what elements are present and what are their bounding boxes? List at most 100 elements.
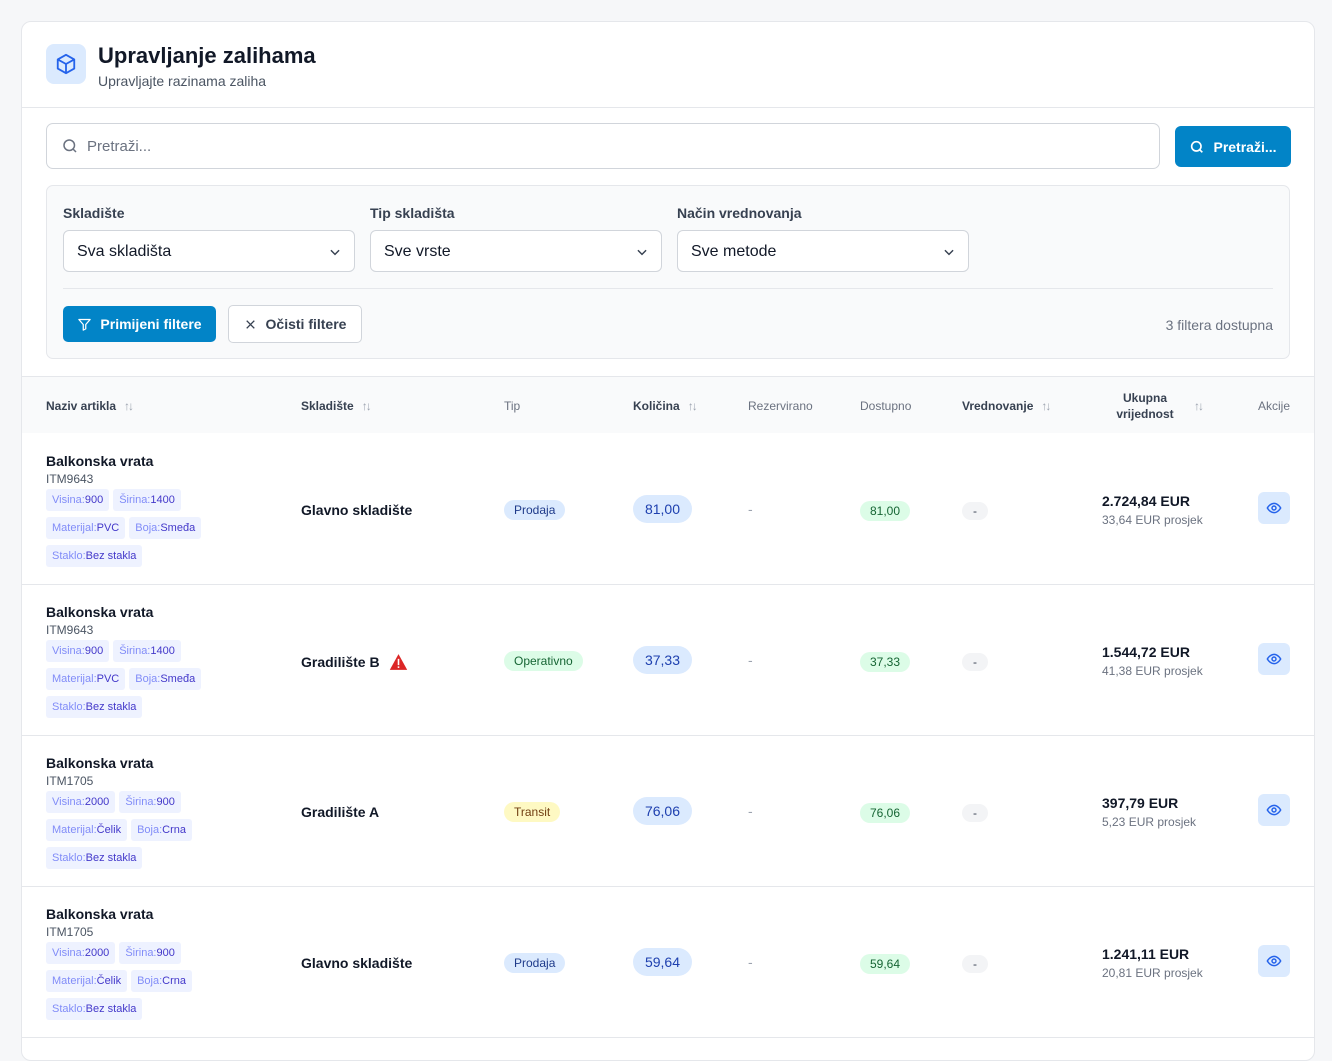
reserved-value: - (748, 652, 753, 668)
valuation-badge: - (962, 804, 988, 822)
table-row: Balkonska vrata ITM1705 Visina:2000 Širin… (22, 887, 1314, 1038)
average-value: 41,38 EUR prosjek (1102, 664, 1203, 678)
method-filter-label: Način vrednovanja (677, 205, 802, 221)
attribute-chip: Staklo:Bez stakla (46, 847, 143, 869)
col-reserved: Rezervirano (748, 399, 813, 413)
method-select-value: Sve metode (691, 243, 777, 260)
type-badge: Transit (504, 802, 561, 822)
attribute-chip: Visina:2000 (46, 942, 116, 964)
available-badge: 76,06 (860, 803, 911, 823)
attribute-chip: Boja:Crna (131, 970, 192, 992)
warehouse-cell: Gradilište A (301, 804, 380, 820)
valuation-badge: - (962, 653, 988, 671)
apply-filters-label: Primijeni filtere (100, 316, 202, 332)
eye-icon (1266, 955, 1282, 967)
sort-icon[interactable]: ↑↓ (1194, 399, 1204, 413)
search-input[interactable] (87, 124, 1147, 168)
table-row: Balkonska vrata ITM1705 Visina:2000 Širin… (22, 736, 1314, 887)
eye-icon (1266, 502, 1282, 514)
attribute-line: Visina:900 Širina:1400 (46, 489, 181, 511)
attribute-chip: Staklo:Bez stakla (46, 998, 143, 1020)
attribute-chip: Širina:900 (119, 942, 181, 964)
view-button[interactable] (1258, 643, 1290, 675)
warehouse-filter-label: Skladište (63, 205, 125, 221)
attribute-chip: Visina:900 (46, 489, 110, 511)
warehouse-cell: Glavno skladište (301, 502, 413, 518)
filter-divider (63, 288, 1273, 289)
attribute-chip: Širina:1400 (113, 489, 181, 511)
table-row: Balkonska vrata ITM9643 Visina:900 Širina… (22, 585, 1314, 736)
chevron-down-icon (330, 249, 340, 256)
page-title: Upravljanje zalihama (98, 43, 316, 68)
warehouse-cell: Gradilište B (301, 653, 408, 671)
attribute-chip: Materijal:Čelik (46, 819, 128, 841)
attribute-chip: Boja:Crna (131, 819, 192, 841)
attribute-chip: Boja:Smeđa (129, 517, 202, 539)
available-badge: 37,33 (860, 652, 911, 672)
quantity-badge: 76,06 (633, 797, 692, 825)
view-button[interactable] (1258, 794, 1290, 826)
search-icon (1191, 140, 1204, 153)
chevron-down-icon (944, 249, 954, 256)
valuation-badge: - (962, 502, 988, 520)
page-header: Upravljanje zalihama Upravljajte razinam… (22, 22, 1314, 108)
col-valuation[interactable]: Vrednovanje ↑↓ (962, 399, 1051, 413)
col-warehouse[interactable]: Skladište ↑↓ (301, 399, 372, 413)
col-type: Tip (504, 399, 521, 413)
available-badge: 81,00 (860, 501, 911, 521)
package-icon (46, 44, 86, 84)
view-button[interactable] (1258, 945, 1290, 977)
type-select[interactable]: Sve vrste (370, 230, 662, 272)
item-name: Balkonska vrata (46, 906, 154, 922)
warehouse-cell: Glavno skladište (301, 955, 413, 971)
item-code: ITM9643 (46, 472, 94, 486)
total-value: 1.544,72 EUR (1102, 644, 1190, 660)
col-quantity[interactable]: Količina ↑↓ (633, 399, 698, 413)
attribute-chip: Materijal:Čelik (46, 970, 128, 992)
search-button[interactable]: Pretraži... (1175, 126, 1291, 167)
close-icon (245, 319, 255, 329)
total-value: 2.724,84 EUR (1102, 493, 1190, 509)
sort-icon: ↑↓ (361, 399, 372, 413)
sort-icon: ↑↓ (1041, 399, 1051, 413)
attribute-chip: Materijal:PVC (46, 668, 126, 690)
type-select-value: Sve vrste (384, 243, 451, 260)
page-subtitle: Upravljajte razinama zaliha (98, 73, 267, 89)
attribute-line: Materijal:Čelik Boja:Crna (46, 970, 192, 992)
warehouse-select[interactable]: Sva skladišta (63, 230, 355, 272)
filter-count: 3 filtera dostupna (1165, 317, 1273, 333)
total-value: 397,79 EUR (1102, 795, 1179, 811)
warning-icon (389, 654, 407, 670)
item-code: ITM9643 (46, 623, 94, 637)
search-button-label: Pretraži... (1213, 138, 1277, 155)
item-name: Balkonska vrata (46, 755, 154, 771)
attribute-chip: Širina:1400 (113, 640, 181, 662)
table-row: Balkonska vrata ITM9643 Visina:900 Širina… (22, 434, 1314, 585)
sort-icon: ↑↓ (124, 399, 134, 413)
table-header: Naziv artikla ↑↓ Skladište ↑↓ Tip Količina… (22, 376, 1314, 433)
view-button[interactable] (1258, 492, 1290, 524)
attribute-line: Materijal:PVC Boja:Smeđa (46, 668, 202, 690)
quantity-badge: 81,00 (633, 495, 692, 523)
attribute-line: Visina:2000 Širina:900 (46, 791, 181, 813)
available-badge: 59,64 (860, 954, 911, 974)
filter-icon (78, 318, 92, 331)
clear-filters-button[interactable]: Očisti filtere (228, 305, 362, 343)
col-name[interactable]: Naziv artikla ↑↓ (46, 399, 134, 413)
col-total[interactable]: Ukupna vrijednost (1116, 391, 1174, 421)
type-badge: Prodaja (504, 953, 566, 973)
col-available: Dostupno (860, 399, 912, 413)
reserved-value: - (748, 501, 753, 517)
attribute-chip: Visina:2000 (46, 791, 116, 813)
average-value: 20,81 EUR prosjek (1102, 966, 1203, 980)
clear-filters-label: Očisti filtere (265, 316, 347, 332)
attribute-line: Staklo:Bez stakla (46, 696, 143, 718)
method-select[interactable]: Sve metode (677, 230, 969, 272)
attribute-chip: Materijal:PVC (46, 517, 126, 539)
search-box (46, 123, 1160, 169)
chevron-down-icon (637, 249, 647, 256)
apply-filters-button[interactable]: Primijeni filtere (63, 306, 216, 342)
reserved-value: - (748, 954, 753, 970)
attribute-line: Staklo:Bez stakla (46, 998, 143, 1020)
attribute-chip: Boja:Smeđa (129, 668, 202, 690)
